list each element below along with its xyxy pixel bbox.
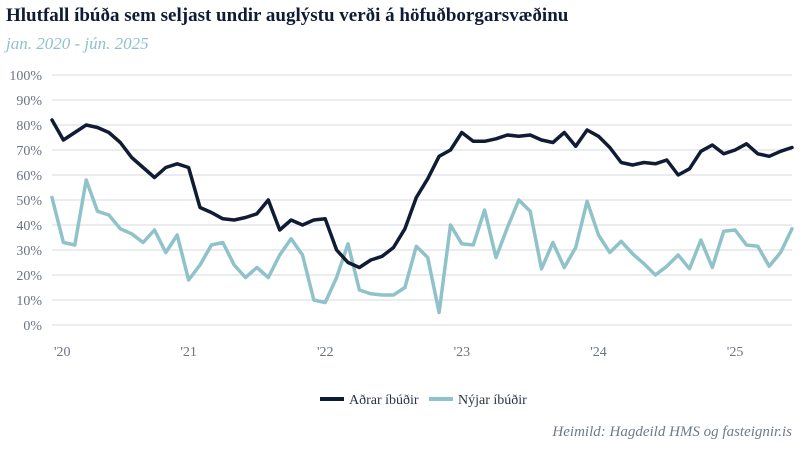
legend-label-annad: Aðrar íbúðir xyxy=(349,393,419,408)
legend: Aðrar íbúðir Nýjar íbúðir xyxy=(320,393,527,408)
y-tick-label: 70% xyxy=(16,144,42,159)
y-tick-label: 0% xyxy=(23,319,42,334)
y-tick-label: 80% xyxy=(16,119,42,134)
x-tick-label: '22 xyxy=(317,345,334,360)
grid-lines xyxy=(52,74,792,326)
source-note: Heimild: Hagdeild HMS og fasteignir.is xyxy=(552,424,792,440)
x-axis-ticks: '20 '21 '22 '23 '24 '25 xyxy=(54,345,743,360)
y-axis-ticks: 0% 10% 20% 30% 40% 50% 60% 70% 80% 90% 100% xyxy=(9,69,42,334)
y-tick-label: 50% xyxy=(16,194,42,209)
series-line-annad xyxy=(50,118,794,270)
x-tick-label: '23 xyxy=(454,345,471,360)
x-tick-label: '21 xyxy=(180,345,197,360)
chart-subtitle: jan. 2020 - jún. 2025 xyxy=(6,34,149,53)
y-tick-label: 30% xyxy=(16,244,42,259)
x-tick-label: '24 xyxy=(590,345,607,360)
y-tick-label: 40% xyxy=(16,219,42,234)
y-tick-label: 60% xyxy=(16,169,42,184)
y-tick-label: 20% xyxy=(16,269,42,284)
x-tick-label: '20 xyxy=(54,345,71,360)
series-line-nyjar xyxy=(50,178,794,315)
y-tick-label: 10% xyxy=(16,294,42,309)
legend-label-nyjar: Nýjar íbúðir xyxy=(458,393,527,408)
x-tick-label: '25 xyxy=(727,345,744,360)
y-tick-label: 90% xyxy=(16,94,42,109)
chart-title: Hlutfall íbúða sem seljast undir auglýst… xyxy=(6,5,569,26)
y-tick-label: 100% xyxy=(9,69,42,84)
series-lines xyxy=(50,118,794,315)
